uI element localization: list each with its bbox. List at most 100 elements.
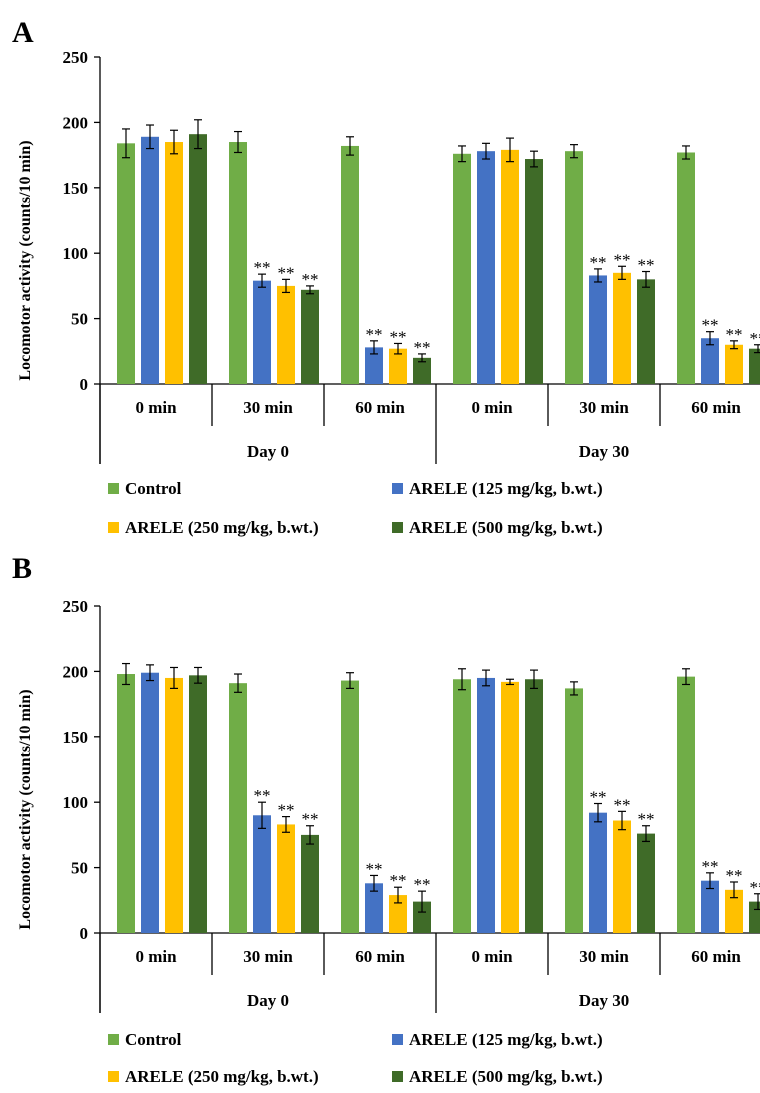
bar-control (453, 679, 471, 933)
legend-label: Control (125, 1030, 182, 1049)
bar-arele-3 (301, 289, 319, 384)
bar-arele-3 (525, 159, 543, 384)
legend-swatch (108, 1071, 119, 1082)
significance-marker: ** (590, 788, 607, 807)
bar-arele-2 (613, 272, 631, 384)
bar-arele-2 (165, 677, 183, 933)
x-group-label: Day 30 (579, 442, 630, 461)
bar-control (117, 674, 135, 933)
x-group-label: Day 30 (579, 991, 630, 1010)
significance-marker: ** (726, 325, 743, 344)
bar-arele-2 (389, 348, 407, 384)
y-tick-label: 200 (63, 662, 89, 681)
legend-label: ARELE (250 mg/kg, b.wt.) (125, 1067, 319, 1086)
y-tick-label: 150 (63, 179, 89, 198)
significance-marker: ** (726, 866, 743, 885)
y-tick-label: 250 (63, 48, 89, 67)
x-tick-label: 30 min (243, 947, 293, 966)
bar-arele-3 (413, 357, 431, 384)
bar-arele-2 (277, 824, 295, 933)
bar-arele-2 (725, 344, 743, 384)
legend-swatch (108, 483, 119, 494)
bar-control (341, 145, 359, 384)
bar-control (677, 676, 695, 933)
significance-marker: ** (390, 327, 407, 346)
x-tick-label: 60 min (691, 947, 741, 966)
significance-marker: ** (750, 878, 760, 897)
x-group-label: Day 0 (247, 991, 289, 1010)
bar-arele-3 (637, 833, 655, 933)
bar-control (341, 680, 359, 933)
bar-arele-2 (501, 149, 519, 384)
bar-arele-3 (189, 675, 207, 933)
y-tick-label: 100 (63, 793, 89, 812)
bar-arele-3 (413, 901, 431, 933)
bar-arele-1 (589, 812, 607, 933)
bar-control (117, 143, 135, 384)
bar-arele-2 (165, 142, 183, 384)
y-tick-label: 200 (63, 113, 89, 132)
significance-marker: ** (366, 325, 383, 344)
bar-arele-1 (701, 338, 719, 384)
panel-label: B (12, 552, 32, 585)
legend-swatch (392, 1034, 403, 1045)
y-tick-label: 100 (63, 244, 89, 263)
significance-marker: ** (302, 810, 319, 829)
significance-marker: ** (278, 263, 295, 282)
bar-control (229, 683, 247, 933)
x-tick-label: 0 min (135, 947, 177, 966)
bar-arele-1 (253, 815, 271, 933)
significance-marker: ** (278, 801, 295, 820)
legend-label: ARELE (125 mg/kg, b.wt.) (409, 1030, 603, 1049)
y-tick-label: 50 (71, 310, 88, 329)
x-tick-label: 60 min (691, 398, 741, 417)
significance-marker: ** (750, 329, 760, 348)
significance-marker: ** (614, 250, 631, 269)
legend-swatch (392, 522, 403, 533)
bar-arele-2 (501, 681, 519, 933)
panel-label: A (12, 16, 34, 49)
significance-marker: ** (366, 859, 383, 878)
x-tick-label: 0 min (471, 947, 513, 966)
significance-marker: ** (302, 270, 319, 289)
bar-arele-1 (701, 880, 719, 933)
x-tick-label: 0 min (135, 398, 177, 417)
y-tick-label: 0 (80, 924, 89, 943)
y-tick-label: 150 (63, 728, 89, 747)
bar-arele-3 (749, 348, 760, 384)
x-tick-label: 60 min (355, 398, 405, 417)
legend-label: ARELE (500 mg/kg, b.wt.) (409, 518, 603, 537)
bar-arele-2 (277, 285, 295, 384)
bar-arele-2 (389, 895, 407, 933)
legend-swatch (108, 522, 119, 533)
panel-b: B 0 50 100 150 200 250 Locomotor activity (coun… (12, 552, 760, 1086)
x-group-label: Day 0 (247, 442, 289, 461)
bar-arele-1 (141, 136, 159, 384)
significance-marker: ** (390, 871, 407, 890)
bar-arele-1 (141, 672, 159, 933)
significance-marker: ** (590, 253, 607, 272)
significance-marker: ** (638, 256, 655, 275)
bar-arele-3 (301, 834, 319, 933)
legend-swatch (108, 1034, 119, 1045)
legend-label: Control (125, 479, 182, 498)
bar-arele-1 (253, 280, 271, 384)
x-tick-label: 60 min (355, 947, 405, 966)
legend-label: ARELE (125 mg/kg, b.wt.) (409, 479, 603, 498)
legend-swatch (392, 483, 403, 494)
y-tick-label: 250 (63, 597, 89, 616)
bar-control (565, 151, 583, 384)
bar-control (677, 152, 695, 384)
y-axis-title: Locomotor activity (counts/10 min) (17, 689, 34, 929)
y-tick-label: 50 (71, 859, 88, 878)
bar-control (453, 153, 471, 384)
y-tick-label: 0 (80, 375, 89, 394)
bar-arele-3 (189, 134, 207, 384)
significance-marker: ** (702, 316, 719, 335)
significance-marker: ** (414, 875, 431, 894)
panel-a: A 0 50 100 150 200 250 Locomotor activity (coun… (12, 16, 760, 537)
legend-label: ARELE (500 mg/kg, b.wt.) (409, 1067, 603, 1086)
significance-marker: ** (638, 810, 655, 829)
legend-swatch (392, 1071, 403, 1082)
